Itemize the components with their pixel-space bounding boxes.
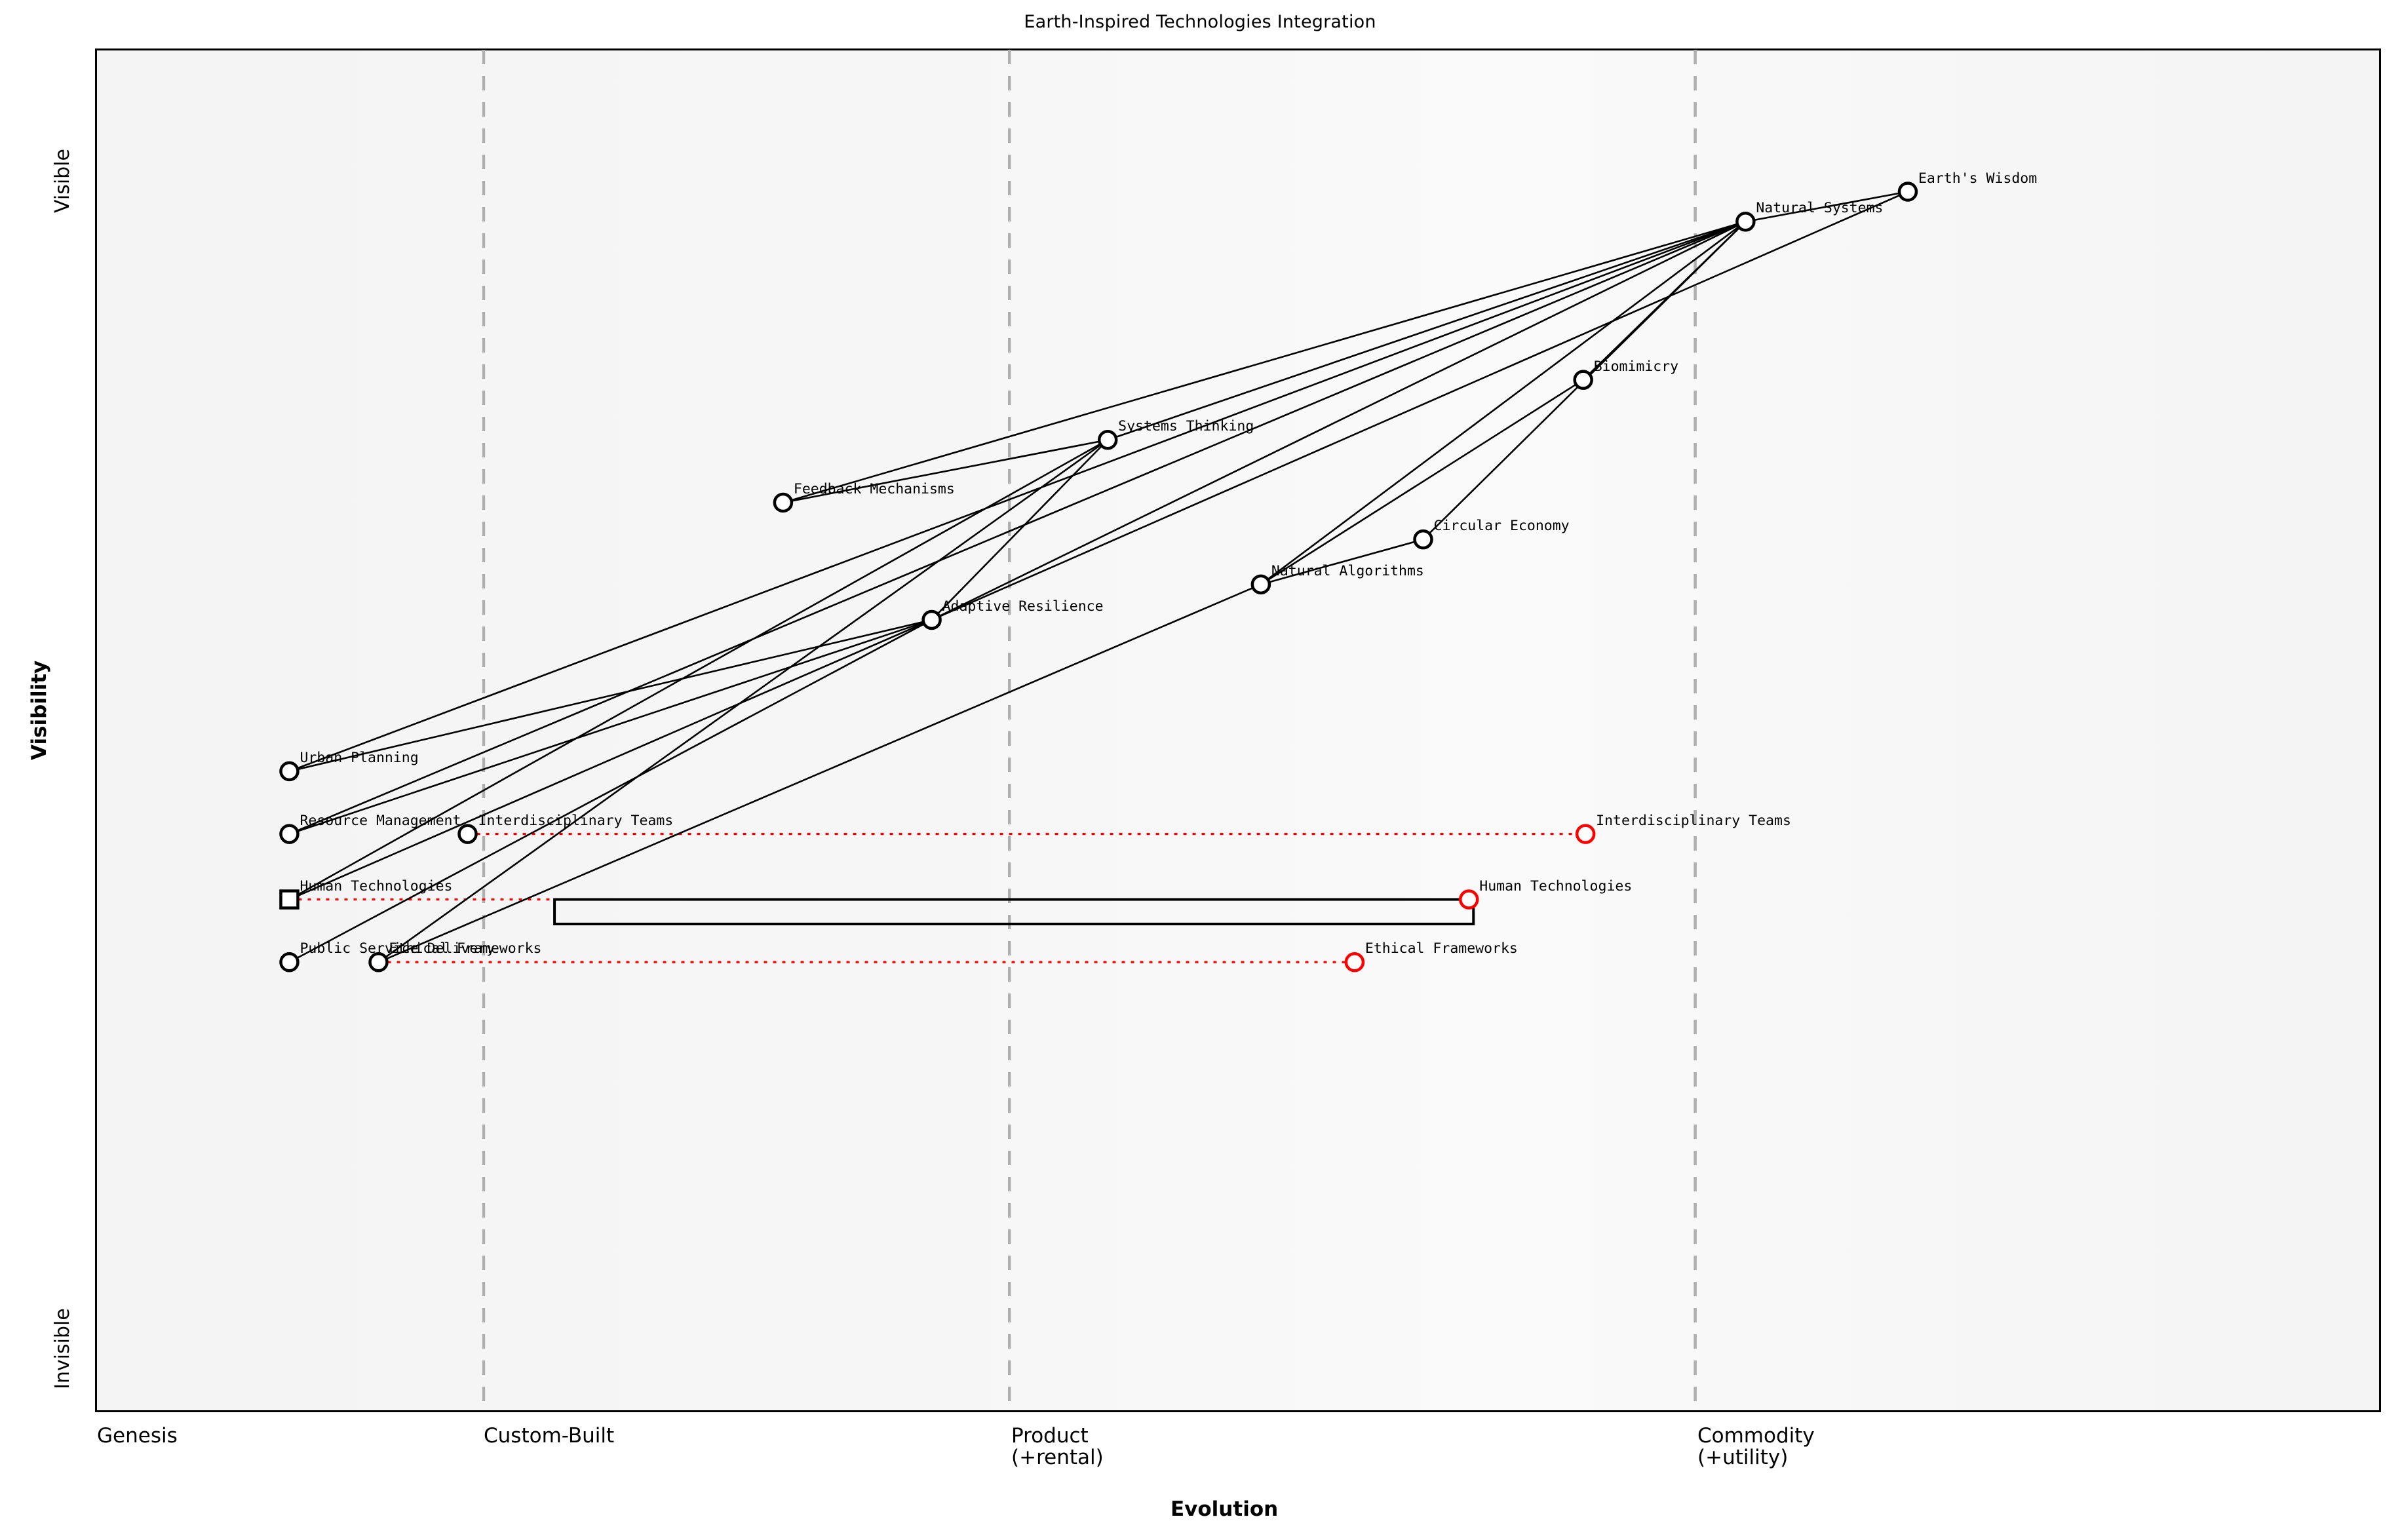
component-label: Feedback Mechanisms [793, 480, 955, 497]
link-14 [288, 439, 1108, 900]
component-label: Natural Algorithms [1271, 562, 1424, 579]
evolved-node-ethical-frameworks[interactable] [1344, 952, 1365, 972]
node-ethical-frameworks[interactable] [368, 952, 389, 972]
component-label: Natural Systems [1756, 200, 1884, 217]
link-13 [931, 439, 1109, 621]
node-resource-management[interactable] [279, 824, 300, 844]
x-tick-genesis: Genesis [97, 1424, 178, 1448]
link-1 [931, 191, 1908, 621]
component-label: Ethical Frameworks [389, 940, 542, 957]
component-label: Resource Management [300, 812, 461, 829]
link-10 [1260, 379, 1584, 585]
evolved-node-human-technologies[interactable] [1459, 889, 1479, 910]
component-nodes[interactable] [279, 182, 1918, 972]
link-12 [783, 438, 1108, 504]
stage-dividers [482, 50, 1697, 1411]
link-8 [289, 221, 1746, 773]
node-natural-algorithms[interactable] [1250, 574, 1271, 595]
component-label: Biomimicry [1593, 358, 1679, 375]
link-4 [1107, 221, 1746, 441]
page-title: Earth-Inspired Technologies Integration [1024, 12, 1376, 32]
component-label: Interdisciplinary Teams [1596, 812, 1791, 829]
node-biomimicry[interactable] [1573, 370, 1593, 390]
link-9 [288, 221, 1746, 835]
component-label: Urban Planning [300, 749, 419, 766]
x-axis-title: Evolution [1171, 1497, 1279, 1521]
x-tick-commodity: Commodity (+utility) [1697, 1424, 1815, 1470]
node-urban-planning[interactable] [279, 761, 300, 782]
x-tick-product: Product (+rental) [1011, 1424, 1104, 1470]
node-human-technologies[interactable] [279, 889, 300, 910]
link-5 [783, 221, 1746, 504]
link-20 [377, 439, 1108, 963]
component-label: Interdisciplinary Teams [478, 812, 674, 829]
component-label: Public Service Delivery [300, 940, 495, 957]
link-18 [288, 619, 933, 963]
node-adaptive-resilience[interactable] [921, 609, 942, 630]
x-tick-custom-built: Custom-Built [484, 1424, 615, 1448]
evolved-node-interdisciplinary-teams[interactable] [1575, 824, 1596, 844]
node-systems-thinking[interactable] [1097, 429, 1118, 450]
node-public-service-delivery[interactable] [279, 952, 300, 972]
pipeline-rect [553, 898, 1475, 926]
link-6 [931, 221, 1746, 621]
node-earth-s-wisdom[interactable] [1897, 182, 1918, 202]
dependency-links [288, 191, 1908, 963]
link-16 [289, 619, 933, 835]
component-label: Human Technologies [300, 877, 453, 895]
link-15 [289, 619, 932, 773]
pipeline-box [553, 898, 1475, 926]
component-label: Circular Economy [1433, 518, 1570, 535]
node-interdisciplinary-teams[interactable] [457, 824, 478, 844]
node-natural-systems[interactable] [1735, 212, 1756, 232]
link-19 [378, 583, 1262, 963]
link-17 [288, 619, 933, 900]
link-0 [1745, 191, 1908, 223]
component-label: Human Technologies [1479, 877, 1633, 895]
link-7 [1260, 221, 1747, 585]
component-label: Ethical Frameworks [1365, 940, 1518, 957]
node-circular-economy[interactable] [1413, 529, 1433, 550]
node-feedback-mechanisms[interactable] [773, 492, 794, 513]
component-label: Systems Thinking [1118, 418, 1254, 435]
link-11 [1260, 538, 1423, 586]
component-label: Earth's Wisdom [1918, 170, 2038, 187]
plot-area [95, 48, 2381, 1412]
component-label: Adaptive Resilience [942, 598, 1104, 615]
